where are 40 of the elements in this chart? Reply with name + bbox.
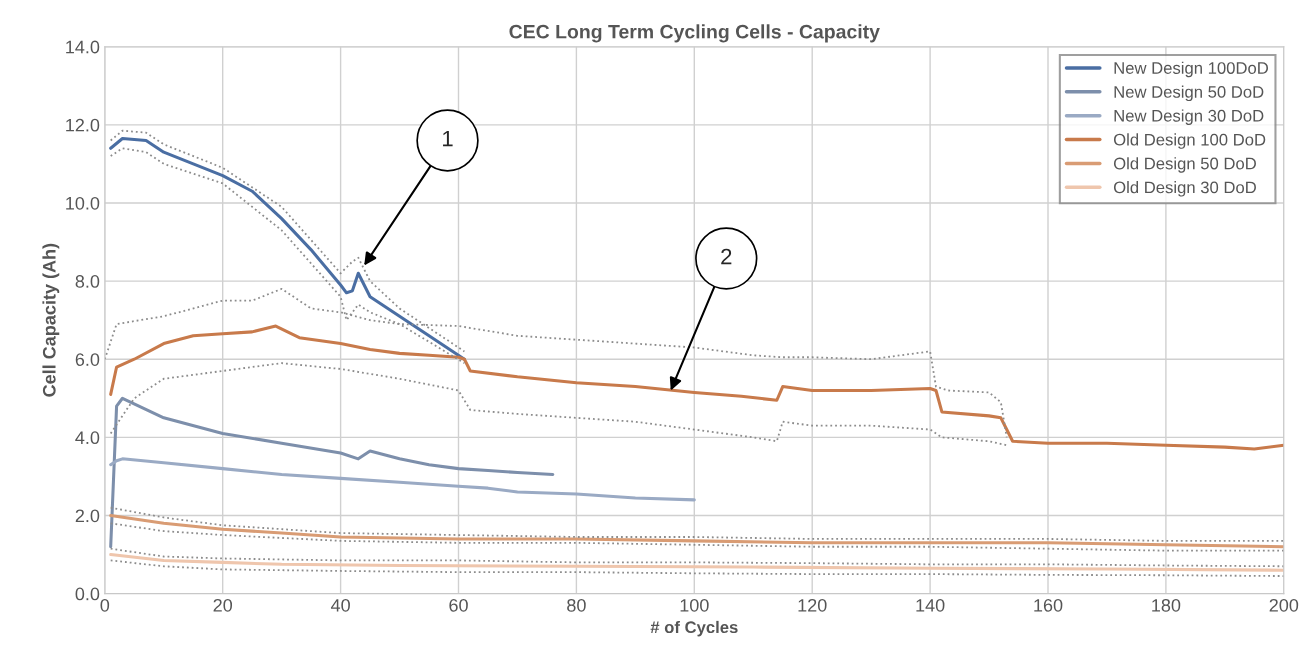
y-tick-label: 2.0: [75, 509, 100, 523]
legend-label: Old Design 50 DoD: [1113, 157, 1256, 173]
y-tick-label: 12.0: [66, 118, 100, 132]
y-tick-label: 10.0: [66, 196, 100, 210]
line-series: [109, 547, 1284, 568]
line-series: [109, 506, 1284, 542]
line-series: [109, 362, 1008, 447]
line-series: [109, 559, 1284, 577]
line-series: [109, 396, 555, 549]
y-axis-title: Cell Capacity (Ah): [42, 243, 60, 397]
legend-label: New Design 30 DoD: [1114, 109, 1264, 125]
legend-label: New Design 100DoD: [1114, 61, 1269, 78]
legend-label: Old Design 100 DoD: [1113, 133, 1266, 149]
x-tick-label: 20: [213, 598, 233, 612]
x-tick-label: 40: [330, 598, 350, 612]
x-tick-label: 60: [449, 598, 468, 612]
legend-label: Old Design 30 DoD: [1113, 181, 1256, 197]
y-tick-label: 8.0: [75, 275, 100, 288]
x-tick-label: 180: [1152, 598, 1181, 612]
x-tick-label: 0: [100, 598, 110, 612]
x-axis-title: # of Cycles: [650, 620, 738, 637]
line-series: [109, 457, 696, 502]
line-series: [109, 324, 1284, 451]
y-tick-label: 0.0: [75, 587, 100, 601]
x-tick-label: 120: [798, 598, 827, 612]
x-tick-label: 200: [1269, 598, 1299, 612]
y-tick-label: 6.0: [75, 353, 100, 366]
y-tick-label: 14.0: [66, 40, 100, 54]
x-tick-label: 140: [916, 598, 945, 612]
annotation: 1: [443, 130, 453, 147]
x-tick-label: 80: [567, 598, 586, 612]
line-series: [109, 522, 1284, 552]
annotation: 2: [721, 248, 732, 265]
x-tick-label: 160: [1034, 598, 1063, 612]
x-tick-label: 100: [680, 598, 709, 612]
line-series: [109, 513, 1284, 549]
legend-label: New Design 50 DoD: [1114, 85, 1264, 102]
y-tick-label: 4.0: [75, 431, 100, 445]
chart-title: CEC Long Term Cycling Cells - Capacity: [509, 24, 880, 43]
line-series: [109, 553, 1284, 572]
